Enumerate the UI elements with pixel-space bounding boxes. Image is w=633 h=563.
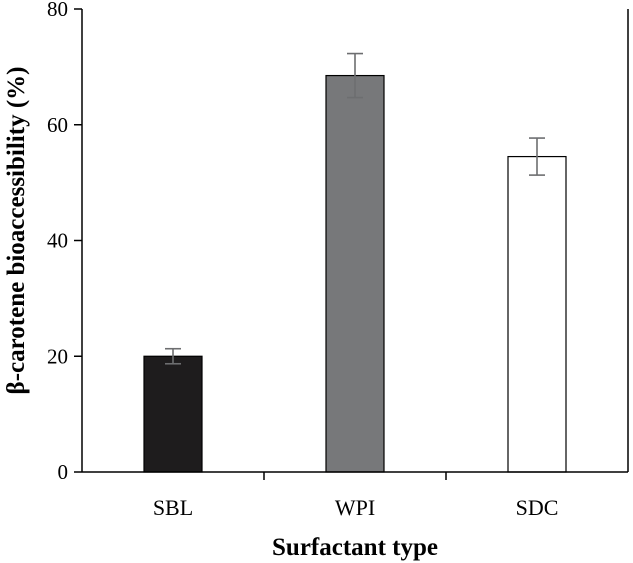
y-tick-label: 0 (58, 460, 69, 484)
y-tick-label: 20 (47, 344, 68, 368)
bars-layer (143, 74, 567, 473)
y-tick-label: 40 (47, 229, 68, 253)
x-category-label-wpi: WPI (335, 495, 375, 520)
error-bar-sbl (165, 347, 181, 365)
bar-wpi (325, 74, 385, 473)
y-tick-label: 60 (47, 113, 68, 137)
y-axis-title: β-carotene bioaccessibility (%) (3, 67, 30, 395)
y-ticks-layer: 0 20 40 60 80 (47, 0, 82, 484)
bar-sdc (507, 155, 567, 473)
x-axis-title: Surfactant type (272, 534, 438, 561)
x-category-labels: SBL WPI SDC (153, 472, 559, 520)
x-category-label-sbl: SBL (153, 495, 193, 520)
error-bar-sdc (529, 137, 545, 176)
error-bar-wpi (347, 52, 363, 99)
x-category-label-sdc: SDC (516, 495, 559, 520)
y-tick-label: 80 (47, 0, 68, 21)
error-bars-layer (165, 52, 545, 365)
bar-sbl (143, 355, 203, 473)
